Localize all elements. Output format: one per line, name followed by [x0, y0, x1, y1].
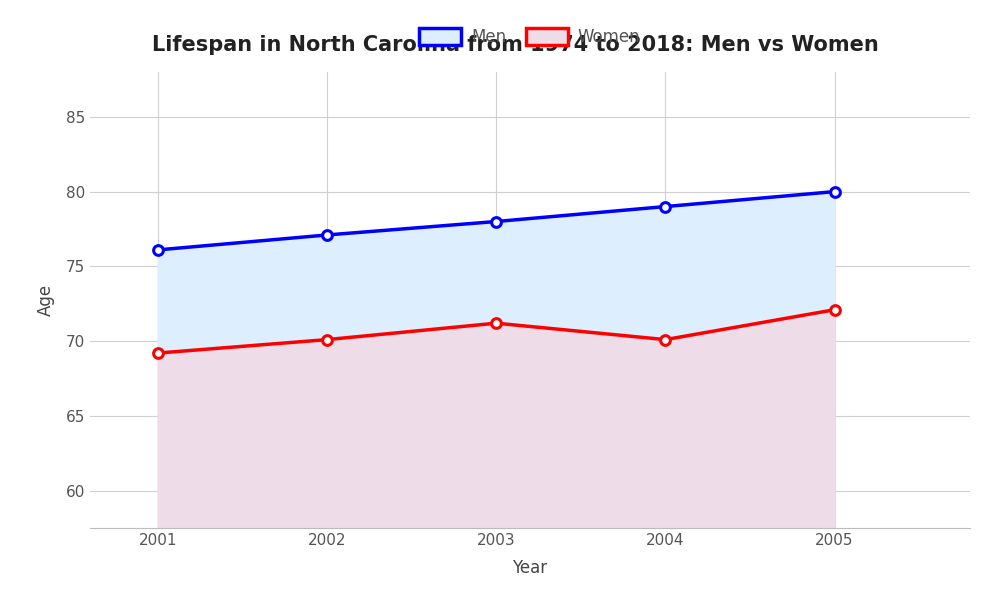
Legend: Men, Women: Men, Women	[413, 21, 647, 53]
X-axis label: Year: Year	[512, 559, 548, 577]
Y-axis label: Age: Age	[37, 284, 55, 316]
Text: Lifespan in North Carolina from 1974 to 2018: Men vs Women: Lifespan in North Carolina from 1974 to …	[152, 35, 878, 55]
